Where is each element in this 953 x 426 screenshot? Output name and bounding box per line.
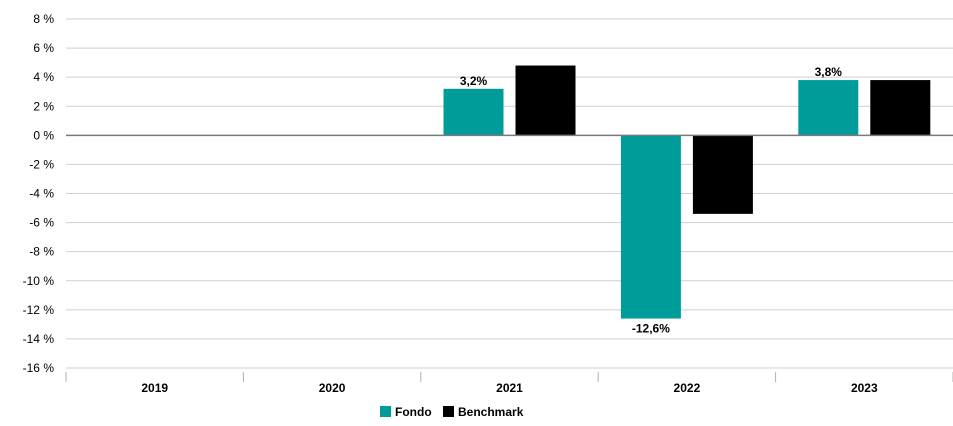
x-tick-label: 2019 bbox=[141, 381, 168, 395]
x-axis: 2019 2020 2021 2022 2023 bbox=[65, 372, 953, 395]
y-tick-label: -14 % bbox=[23, 332, 55, 346]
y-tick-label: -10 % bbox=[23, 274, 55, 288]
y-tick-label: -2 % bbox=[29, 157, 54, 171]
legend-swatch-benchmark bbox=[443, 406, 454, 417]
data-label: 3,8% bbox=[815, 65, 843, 79]
bar-benchmark-2021 bbox=[515, 65, 576, 136]
x-tick-label: 2020 bbox=[319, 381, 346, 395]
x-tick-label: 2021 bbox=[496, 381, 523, 395]
y-tick-label: 0 % bbox=[33, 128, 54, 142]
data-label: 3,2% bbox=[460, 74, 488, 88]
x-tick-label: 2023 bbox=[851, 381, 878, 395]
legend-swatch-fondo bbox=[380, 406, 391, 417]
y-tick-label: 8 % bbox=[33, 12, 54, 26]
y-tick-label: 2 % bbox=[33, 99, 54, 113]
y-axis-tick-labels: 8 % 6 % 4 % 2 % 0 % -2 % -4 % -6 % -8 % -10 % -12 … bbox=[23, 12, 55, 375]
data-labels: 3,2% -12,6% 3,8% bbox=[460, 65, 842, 335]
y-tick-label: 6 % bbox=[33, 41, 54, 55]
x-tick-label: 2022 bbox=[674, 381, 701, 395]
y-tick-label: -6 % bbox=[29, 216, 54, 230]
data-label: -12,6% bbox=[632, 322, 670, 336]
legend-label-fondo: Fondo bbox=[395, 405, 432, 419]
gridlines bbox=[66, 18, 953, 369]
bar-benchmark-2022 bbox=[692, 135, 753, 214]
bar-fondo-2023 bbox=[798, 80, 859, 136]
bars bbox=[443, 65, 931, 319]
bar-fondo-2021 bbox=[443, 88, 504, 136]
bar-fondo-2022 bbox=[620, 135, 681, 319]
y-tick-label: -8 % bbox=[29, 245, 54, 259]
y-tick-label: -4 % bbox=[29, 187, 54, 201]
legend: Fondo Benchmark bbox=[380, 405, 524, 419]
y-tick-label: -12 % bbox=[23, 303, 55, 317]
bar-benchmark-2023 bbox=[870, 80, 931, 136]
y-tick-label: -16 % bbox=[23, 361, 55, 375]
y-tick-label: 4 % bbox=[33, 70, 54, 84]
legend-label-benchmark: Benchmark bbox=[458, 405, 524, 419]
